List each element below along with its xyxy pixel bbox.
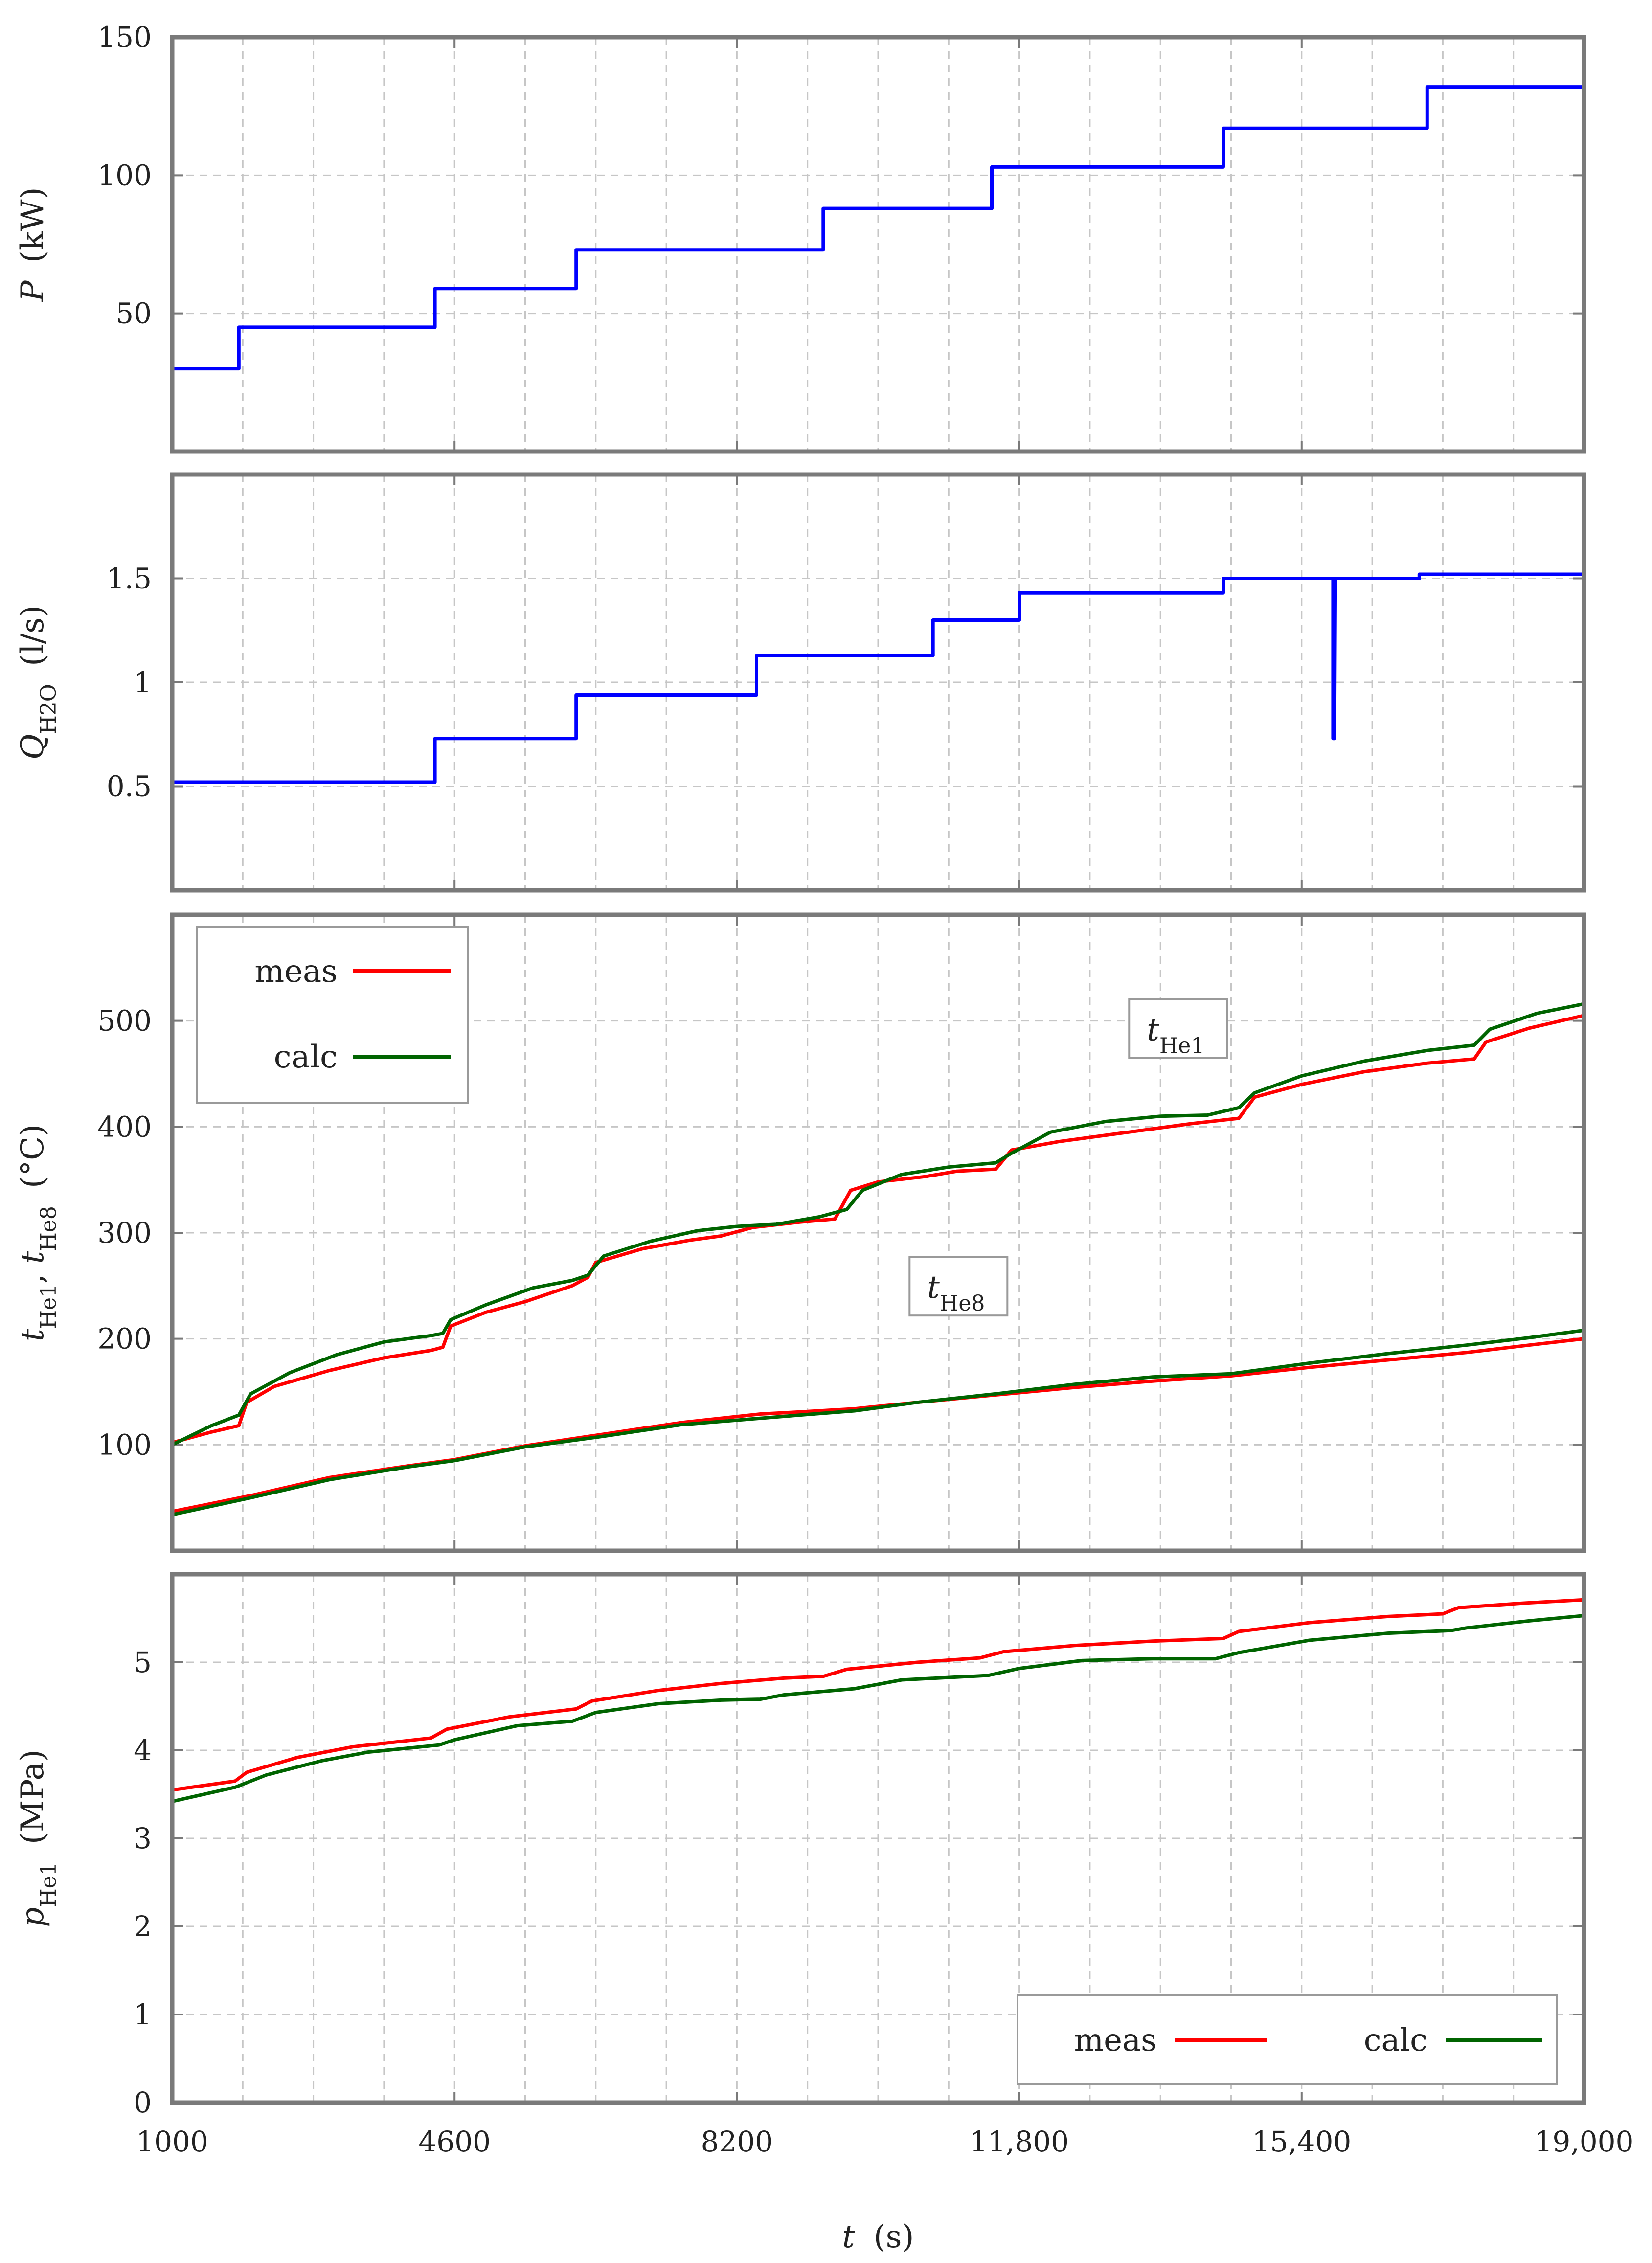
annotation-he8: tHe8 bbox=[908, 1256, 1009, 1317]
annotation-he1: tHe1 bbox=[1128, 998, 1228, 1059]
y-axis-label-pressure: pHe1 (MPa) bbox=[15, 1749, 61, 1927]
panel-pressure: 0 1 2 3 4 5 pHe1 (MPa) meas calc bbox=[15, 1572, 1586, 2119]
legend-label-meas: meas bbox=[254, 953, 338, 990]
annotation-subscript: He1 bbox=[1159, 1033, 1204, 1058]
series-the8-calc bbox=[172, 1328, 1584, 1516]
y-tick-label: 4 bbox=[134, 1734, 152, 1767]
annotation-symbol: t bbox=[1147, 1012, 1159, 1048]
y-axis-label-unit: (°C) bbox=[15, 1124, 51, 1198]
legend-label-meas: meas bbox=[1074, 2022, 1157, 2059]
legend-label-calc: calc bbox=[274, 1039, 338, 1075]
x-tick-label: 8200 bbox=[701, 2125, 773, 2158]
panel-frame bbox=[170, 1572, 1586, 2105]
y-tick-label: 100 bbox=[97, 1428, 152, 1461]
legend-pressure: meas calc bbox=[1017, 1994, 1558, 2085]
annotation-box bbox=[1128, 998, 1228, 1059]
y-axis-label-symbol-2: t bbox=[15, 1251, 51, 1264]
y-axis-label-symbol: t bbox=[15, 1329, 51, 1341]
y-tick-label: 3 bbox=[134, 1822, 152, 1855]
y-axis-label-subscript-2: He8 bbox=[36, 1206, 61, 1251]
y-tick-label: 500 bbox=[97, 1004, 152, 1038]
annotation-subscript: He8 bbox=[940, 1291, 985, 1316]
y-tick-label: 2 bbox=[134, 1910, 152, 1943]
panel-flow: 0.5 1 1.5 QH2O (l/s) bbox=[15, 472, 1586, 893]
y-axis-label-subscript: He1 bbox=[36, 1284, 61, 1329]
series-the1-calc bbox=[172, 1002, 1584, 1447]
x-tick-label: 4600 bbox=[418, 2125, 491, 2158]
x-axis-label-symbol: t bbox=[842, 2219, 855, 2255]
x-axis-label-unit: (s) bbox=[874, 2219, 914, 2255]
shared-x-axis: t (s) 1000 4600 8200 11,800 15,400 19,000 bbox=[136, 2125, 1633, 2255]
y-axis-label-unit: (l/s) bbox=[15, 605, 51, 676]
y-tick-label: 50 bbox=[115, 297, 152, 330]
x-tick-label: 15,400 bbox=[1252, 2125, 1351, 2158]
annotation-symbol: t bbox=[927, 1269, 940, 1306]
panel-power: 50 100 150 P (kW) bbox=[15, 21, 1586, 454]
legend-label-calc: calc bbox=[1364, 2022, 1427, 2059]
y-tick-label: 5 bbox=[134, 1646, 152, 1679]
y-axis-label-subscript: H2O bbox=[36, 684, 61, 734]
y-axis-label-joiner: , bbox=[15, 1264, 51, 1284]
y-axis-label-unit: (MPa) bbox=[15, 1749, 51, 1854]
y-tick-label: 400 bbox=[97, 1110, 152, 1143]
legend-temperature: meas calc bbox=[196, 926, 469, 1104]
annotation-label: tHe8 bbox=[927, 1269, 985, 1316]
series-p bbox=[172, 85, 1584, 371]
series-q_h2o bbox=[172, 572, 1584, 784]
y-tick-label: 150 bbox=[97, 21, 152, 54]
y-tick-label: 1 bbox=[134, 1998, 152, 2031]
x-axis-label: t (s) bbox=[842, 2219, 914, 2255]
y-tick-label: 100 bbox=[97, 158, 152, 192]
annotation-label: tHe1 bbox=[1147, 1012, 1204, 1059]
y-axis-label-flow: QH2O (l/s) bbox=[15, 605, 61, 760]
y-axis-label-symbol: Q bbox=[15, 734, 51, 760]
y-axis-label-symbol: p bbox=[15, 1907, 51, 1927]
legend-box bbox=[196, 926, 469, 1104]
x-tick-label: 1000 bbox=[136, 2125, 208, 2158]
panel-frame bbox=[170, 35, 1586, 454]
y-axis-label-unit: (kW) bbox=[15, 187, 51, 273]
series-phe1-calc bbox=[172, 1614, 1584, 1803]
y-axis-label-temperature: tHe1, tHe8 (°C) bbox=[15, 1124, 61, 1341]
series-the1-meas bbox=[172, 1014, 1584, 1445]
x-tick-label: 11,800 bbox=[970, 2125, 1069, 2158]
y-axis-label-power: P (kW) bbox=[15, 187, 51, 302]
annotation-box bbox=[908, 1256, 1009, 1317]
y-tick-label: 0.5 bbox=[107, 770, 152, 803]
y-axis-label-symbol: P bbox=[15, 280, 51, 302]
panel-frame bbox=[170, 912, 1586, 1553]
panel-frame bbox=[170, 472, 1586, 893]
y-tick-label: 0 bbox=[134, 2086, 152, 2119]
y-tick-label: 200 bbox=[97, 1322, 152, 1356]
y-tick-label: 300 bbox=[97, 1216, 152, 1249]
y-tick-label: 1.5 bbox=[107, 562, 152, 595]
y-axis-label-subscript: He1 bbox=[36, 1862, 61, 1907]
series-phe1-meas bbox=[172, 1598, 1584, 1792]
y-tick-label: 1 bbox=[134, 666, 152, 699]
x-tick-label: 19,000 bbox=[1535, 2125, 1634, 2158]
